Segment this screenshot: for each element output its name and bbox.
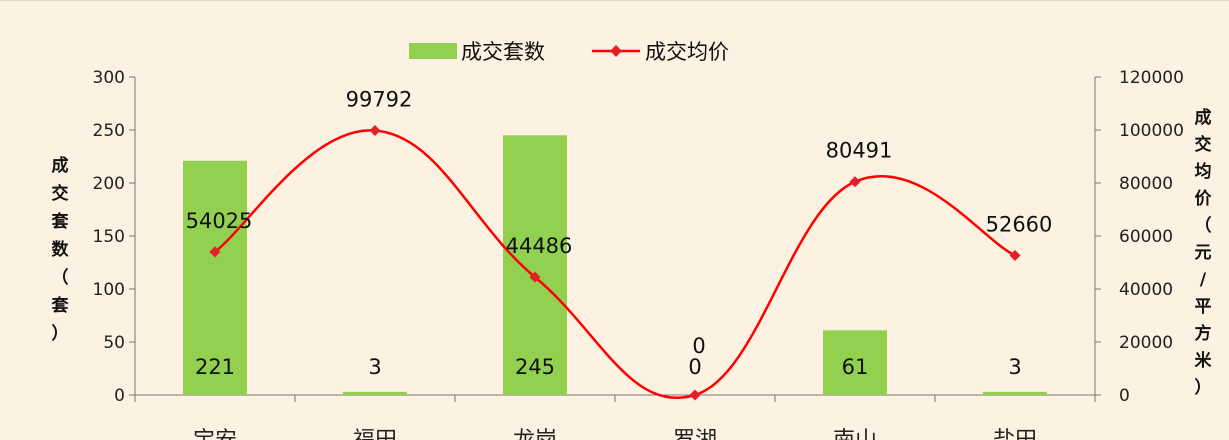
left-axis-title-char: 套 <box>51 211 70 232</box>
line-data-label: 80491 <box>826 139 893 163</box>
price-marker-宝安[interactable] <box>209 246 221 258</box>
category-label: 宝安 <box>193 428 237 440</box>
line-data-label: 0 <box>692 334 705 358</box>
right-tick-label: 40000 <box>1119 280 1173 300</box>
right-tick-label: 20000 <box>1119 333 1173 353</box>
right-tick-label: 120000 <box>1119 68 1184 88</box>
right-tick-label: 60000 <box>1119 227 1173 247</box>
price-line <box>214 129 1016 399</box>
left-axis-title-char: （ <box>52 267 69 288</box>
line-data-label: 99792 <box>346 88 413 112</box>
category-label: 南山 <box>833 428 877 440</box>
bar-data-label: 3 <box>368 355 381 379</box>
right-tick-label: 80000 <box>1119 174 1173 194</box>
bar-宝安[interactable] <box>183 160 247 395</box>
bar-福田[interactable] <box>343 391 407 395</box>
legend-swatch-bars <box>409 43 457 59</box>
left-tick-label: 200 <box>93 174 125 194</box>
left-tick-label: 100 <box>93 280 125 300</box>
right-axis-title-char: 平 <box>1195 297 1212 317</box>
right-axis-title-char: （ <box>1195 215 1212 236</box>
bar-data-label: 0 <box>688 355 701 379</box>
right-axis-title-char: 均 <box>1195 161 1212 182</box>
line-data-label: 54025 <box>186 209 253 233</box>
bar-data-label: 3 <box>1008 355 1021 379</box>
bar-data-label: 245 <box>515 355 555 379</box>
left-axis-title-char: 交 <box>52 183 69 204</box>
right-axis-title-char: 米 <box>1195 350 1213 371</box>
right-axis-title-char: 交 <box>1195 134 1212 155</box>
line-data-label: 52660 <box>986 212 1053 236</box>
category-label: 盐田 <box>993 428 1037 440</box>
right-tick-label: 100000 <box>1119 121 1184 141</box>
left-axis-title-char: 数 <box>52 239 70 260</box>
bar-龙岗[interactable] <box>503 135 567 396</box>
price-marker-罗湖[interactable] <box>689 389 701 401</box>
left-axis-title-char: 套 <box>51 295 70 316</box>
price-marker-南山[interactable] <box>849 176 861 188</box>
price-marker-盐田[interactable] <box>1009 249 1021 261</box>
right-tick-label: 0 <box>1119 386 1130 406</box>
left-tick-label: 50 <box>103 333 125 353</box>
left-axis-title-char: 成 <box>52 155 69 176</box>
right-axis-title-char: 价 <box>1195 189 1213 209</box>
legend-swatch-marker <box>610 45 622 57</box>
right-axis-title-char: ） <box>1195 377 1212 398</box>
right-axis-title-char: 元 <box>1195 243 1212 263</box>
bar-data-label: 221 <box>195 355 235 379</box>
left-axis-title-char: ） <box>52 323 69 344</box>
left-tick-label: 250 <box>93 121 125 141</box>
left-tick-label: 0 <box>114 386 125 406</box>
category-label: 罗湖 <box>673 428 717 440</box>
left-tick-label: 150 <box>93 227 125 247</box>
line-data-label: 44486 <box>506 234 573 258</box>
right-axis-title-char: 方 <box>1195 323 1212 344</box>
price-marker-福田[interactable] <box>369 125 381 137</box>
price-marker-龙岗[interactable] <box>529 271 541 283</box>
bar-南山[interactable] <box>823 330 887 395</box>
bar-盐田[interactable] <box>983 391 1047 395</box>
category-label: 龙岗 <box>513 428 557 440</box>
legend-label-bars: 成交套数 <box>461 40 545 64</box>
right-axis-title-char: / <box>1200 270 1207 290</box>
legend-label-line: 成交均价 <box>645 40 729 64</box>
category-label: 福田 <box>353 428 397 440</box>
right-axis-title-char: 成 <box>1195 107 1212 128</box>
bar-data-label: 61 <box>842 355 869 379</box>
left-tick-label: 300 <box>93 68 125 88</box>
